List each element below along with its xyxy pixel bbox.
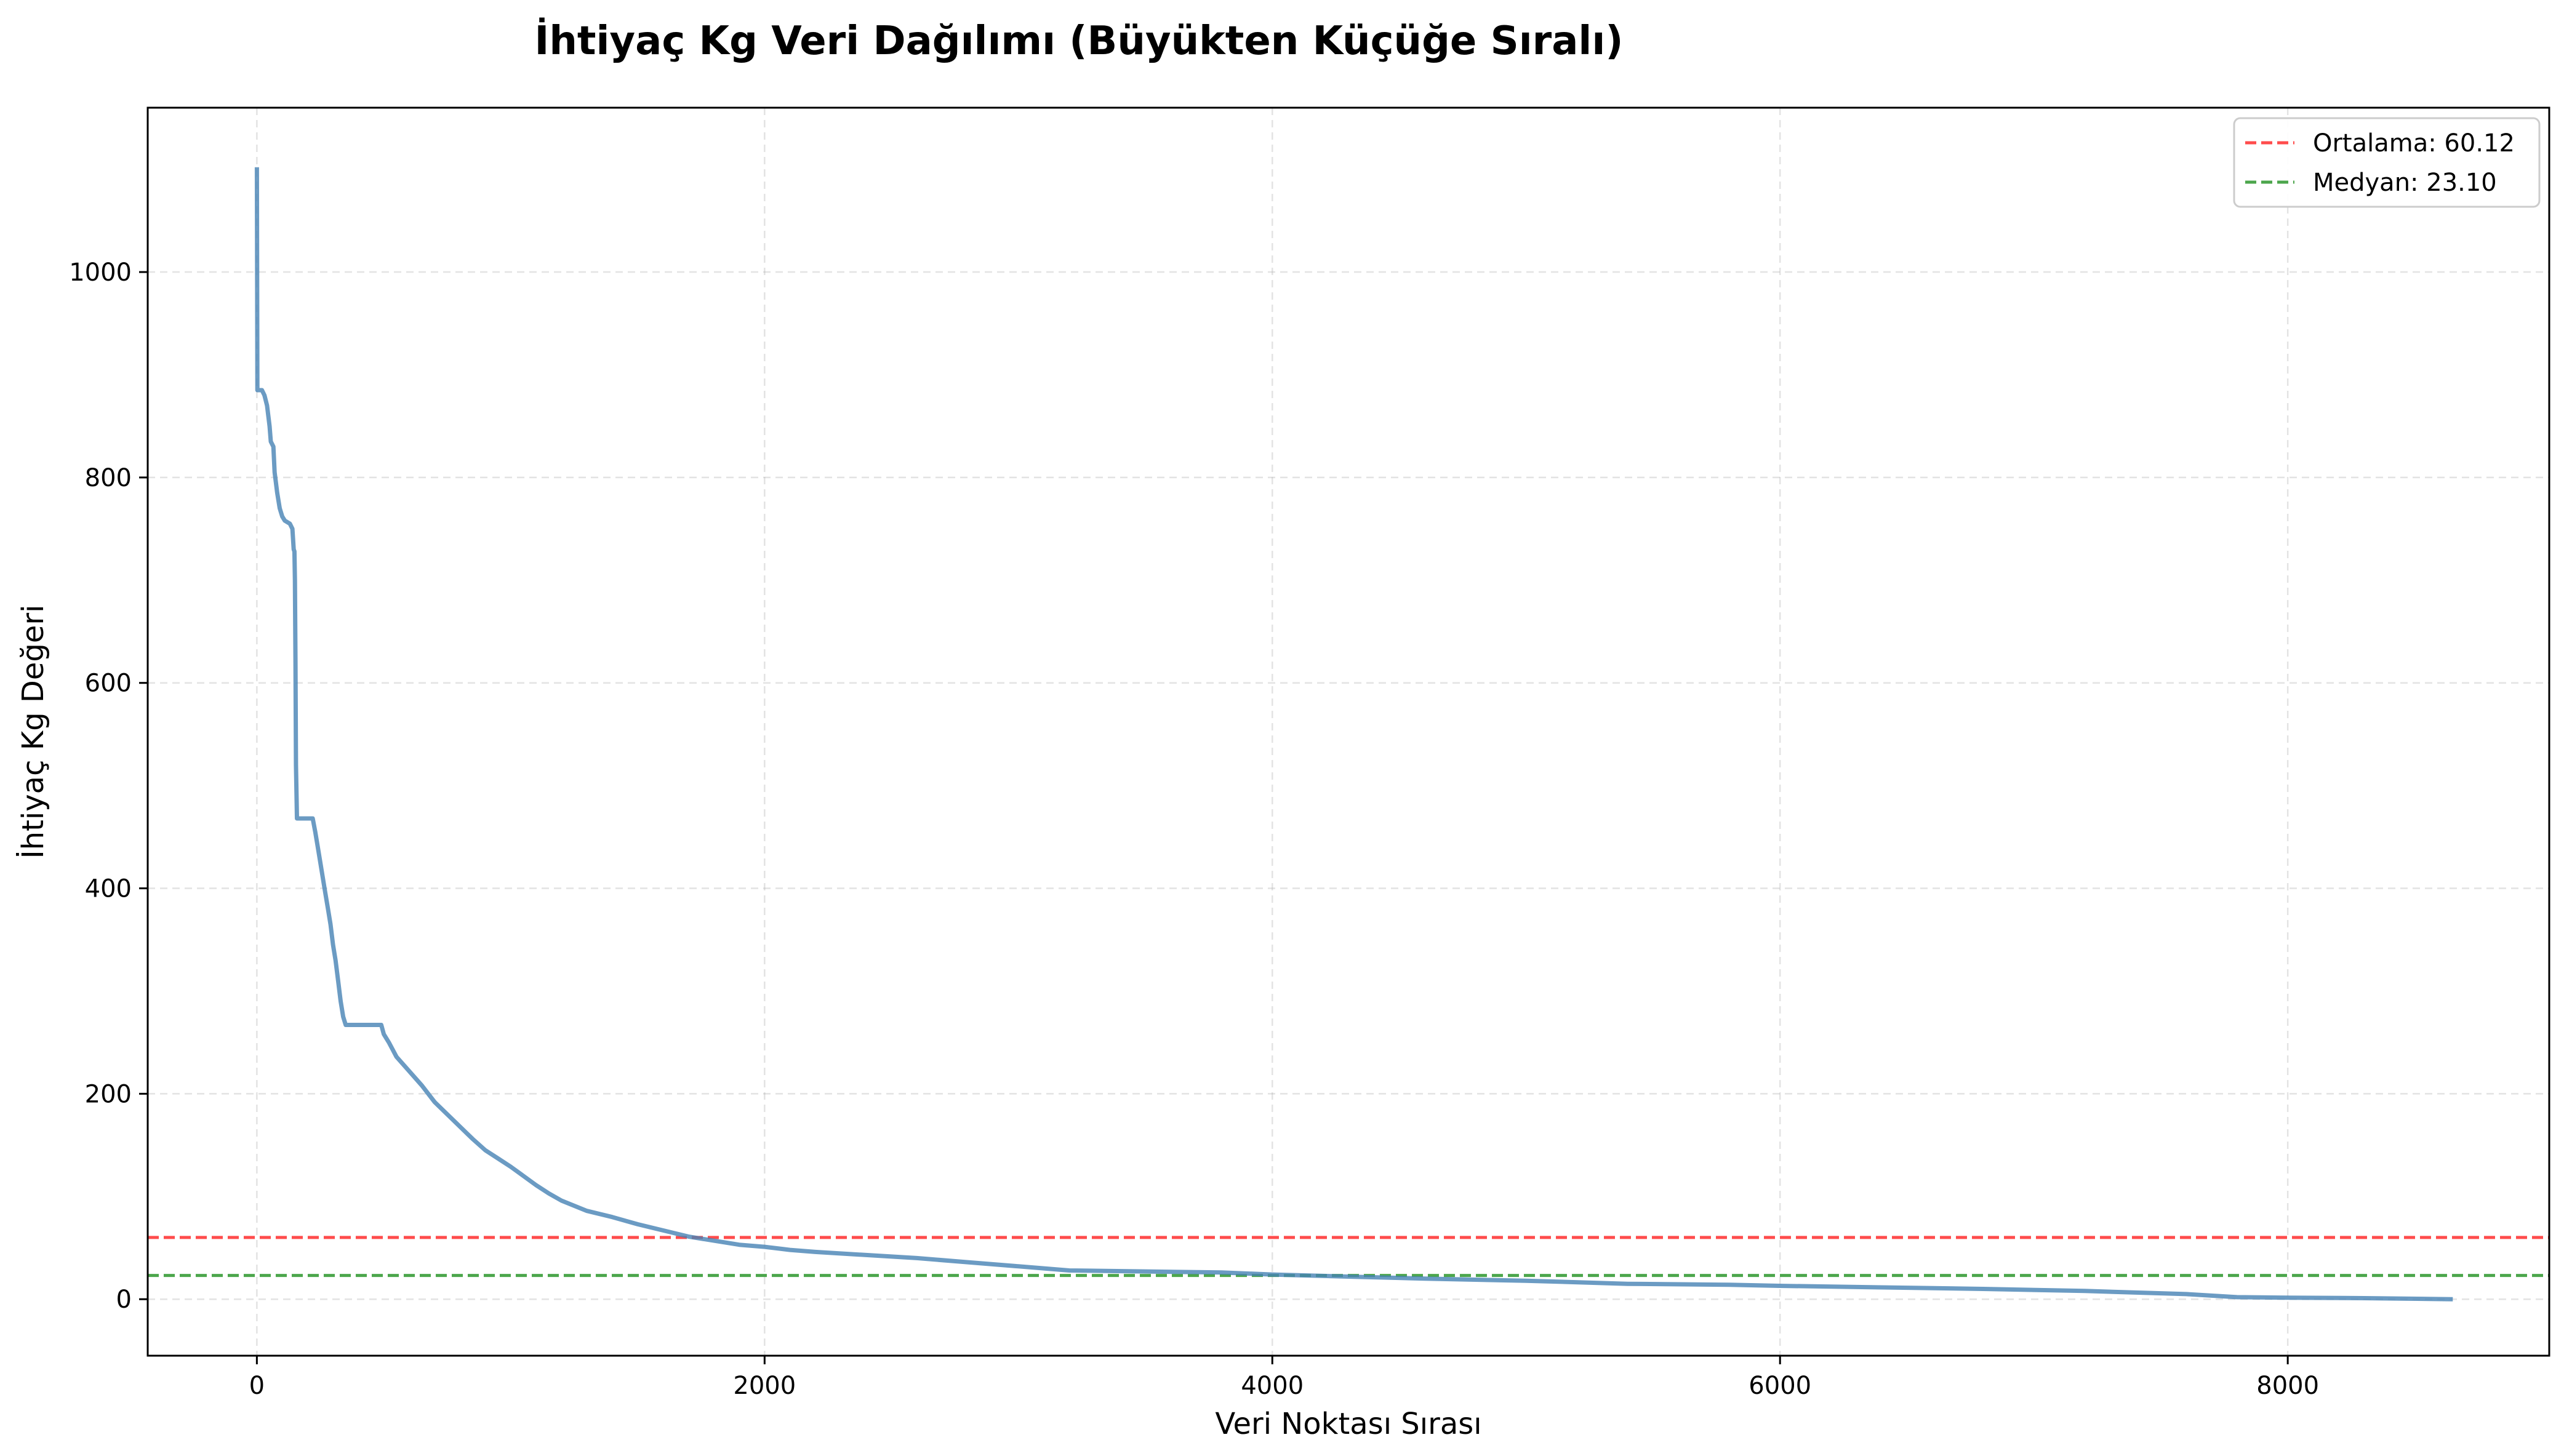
x-tick-label-3: 6000 <box>1749 1372 1811 1400</box>
x-tick-label-2: 4000 <box>1241 1372 1304 1400</box>
series-line <box>254 167 2453 1302</box>
x-tick-label-4: 8000 <box>2256 1372 2319 1400</box>
legend-box <box>2233 117 2541 208</box>
x-tick-label-0: 0 <box>249 1372 265 1400</box>
y-tick-label-4: 800 <box>85 464 132 492</box>
legend: Ortalama: 60.12 Medyan: 23.10 <box>2233 117 2541 208</box>
x-tick-label-1: 2000 <box>733 1372 796 1400</box>
x-axis-label: Veri Noktası Sırası <box>1215 1407 1481 1441</box>
plot-frame <box>146 106 2550 1357</box>
y-tick-label-1: 200 <box>85 1080 132 1108</box>
grid <box>148 108 2549 1356</box>
y-axis-ticks: 0 200 400 600 800 1000 <box>69 258 148 1314</box>
x-axis-ticks: 0 2000 4000 6000 8000 <box>249 1356 2319 1400</box>
legend-mean-label: Ortalama: 60.12 <box>2313 129 2515 158</box>
legend-median-label: Medyan: 23.10 <box>2313 169 2497 197</box>
y-tick-label-2: 400 <box>85 875 132 903</box>
y-tick-label-3: 600 <box>85 670 132 698</box>
reference-lines <box>148 1236 2549 1278</box>
y-tick-label-0: 0 <box>116 1286 132 1314</box>
y-tick-label-5: 1000 <box>69 258 132 287</box>
chart-title: İhtiyaç Kg Veri Dağılımı (Büyükten Küçüğ… <box>535 17 1624 64</box>
y-axis-label: İhtiyaç Kg Değeri <box>16 605 50 859</box>
